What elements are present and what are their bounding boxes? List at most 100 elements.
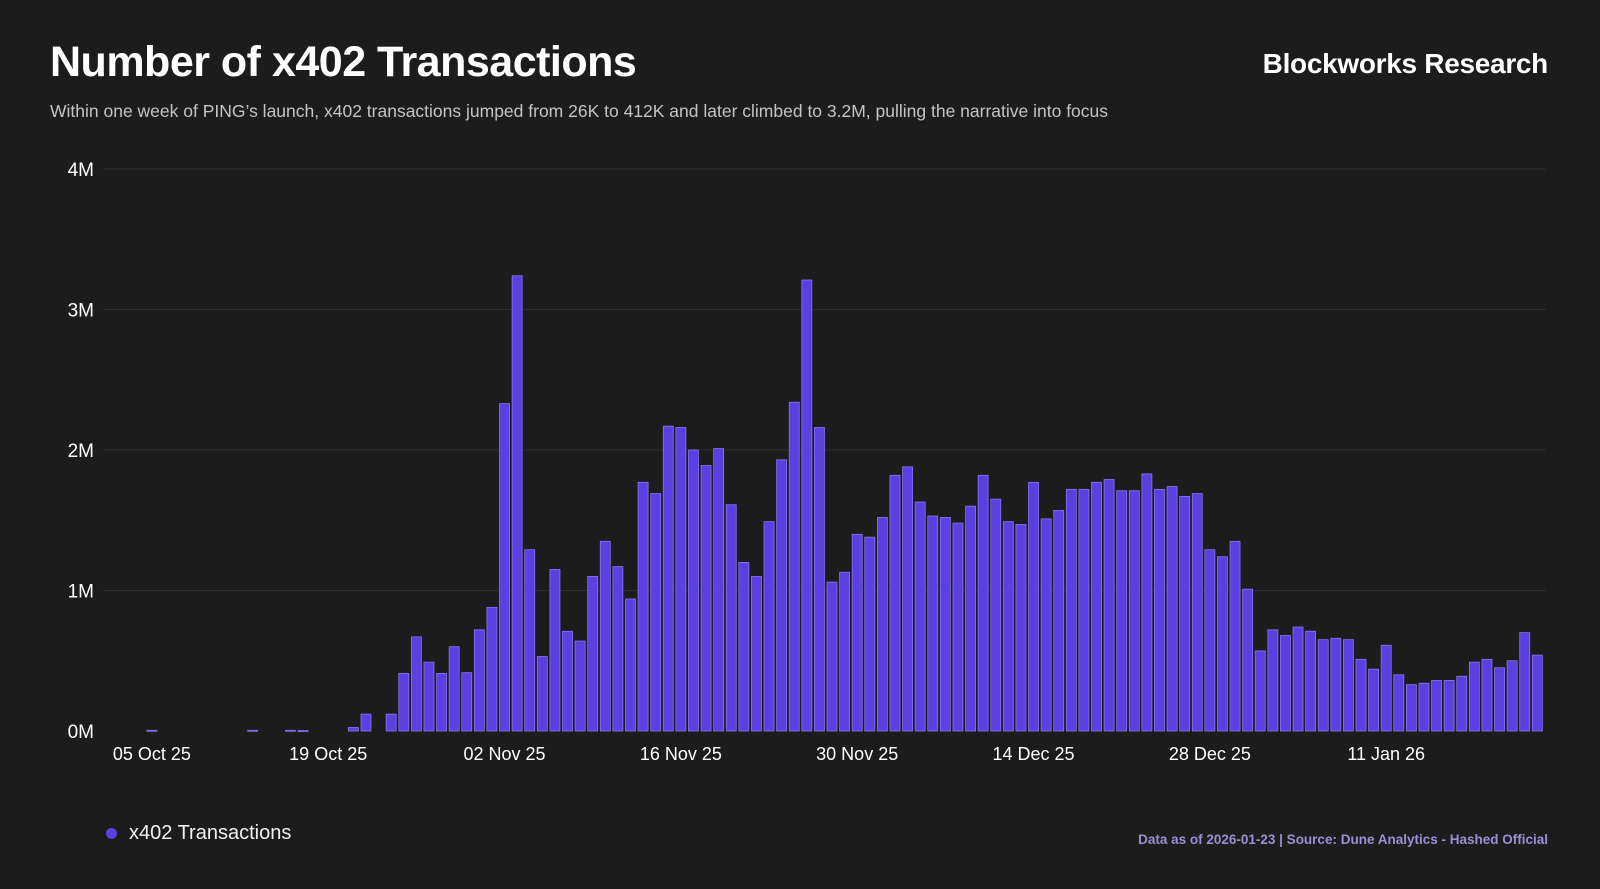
bar[interactable] — [965, 505, 976, 732]
bar[interactable] — [1305, 630, 1317, 732]
bar[interactable] — [1280, 635, 1291, 732]
bar[interactable] — [637, 481, 649, 732]
bar[interactable] — [562, 630, 573, 732]
bar[interactable] — [1431, 680, 1442, 732]
bar[interactable] — [423, 661, 435, 732]
x-tick-label: 05 Oct 25 — [113, 744, 191, 764]
bar[interactable] — [1015, 524, 1027, 732]
bar[interactable] — [1267, 629, 1279, 732]
bar[interactable] — [927, 515, 939, 732]
bar[interactable] — [1418, 682, 1430, 732]
bar[interactable] — [864, 536, 876, 732]
bar[interactable] — [700, 465, 712, 732]
bar[interactable] — [1292, 626, 1304, 732]
bar[interactable] — [1531, 654, 1543, 732]
bar[interactable] — [436, 672, 447, 732]
bar[interactable] — [839, 571, 851, 732]
bar[interactable] — [385, 713, 397, 732]
bar[interactable] — [499, 403, 510, 732]
bar[interactable] — [826, 581, 838, 732]
bar[interactable] — [1065, 488, 1077, 732]
bar[interactable] — [1468, 661, 1480, 732]
bar[interactable] — [360, 713, 372, 732]
bar[interactable] — [713, 448, 725, 732]
bar[interactable] — [977, 474, 989, 732]
bar[interactable] — [1217, 556, 1228, 732]
bar[interactable] — [1204, 549, 1216, 732]
bar[interactable] — [801, 279, 813, 732]
bar[interactable] — [738, 562, 750, 732]
bar[interactable] — [1166, 486, 1178, 732]
legend[interactable]: x402 Transactions — [106, 822, 291, 845]
bar[interactable] — [1355, 658, 1367, 732]
bar[interactable] — [1330, 637, 1342, 732]
bar[interactable] — [612, 566, 624, 732]
bar[interactable] — [889, 474, 901, 732]
bar[interactable] — [650, 493, 662, 732]
bar[interactable] — [1317, 639, 1329, 732]
bar[interactable] — [725, 504, 737, 732]
bar[interactable] — [876, 517, 888, 732]
bar[interactable] — [549, 569, 561, 732]
bar[interactable] — [536, 656, 548, 732]
bar[interactable] — [1494, 667, 1505, 732]
bar[interactable] — [1141, 473, 1153, 732]
bar[interactable] — [1519, 632, 1531, 732]
bar[interactable] — [1506, 660, 1518, 732]
bar[interactable] — [902, 466, 913, 732]
bar[interactable] — [511, 275, 523, 732]
bar[interactable] — [1078, 488, 1090, 732]
bar[interactable] — [1053, 510, 1065, 732]
bar[interactable] — [1456, 675, 1468, 732]
bar[interactable] — [1254, 650, 1266, 732]
bar[interactable] — [1229, 540, 1241, 732]
bar[interactable] — [285, 729, 296, 732]
bar[interactable] — [574, 640, 586, 732]
bar[interactable] — [1242, 588, 1254, 732]
bar[interactable] — [788, 401, 800, 732]
bar[interactable] — [599, 540, 611, 732]
bar[interactable] — [952, 522, 964, 732]
bar[interactable] — [1405, 684, 1417, 732]
bar[interactable] — [297, 730, 309, 732]
bar[interactable] — [1443, 680, 1455, 732]
bar[interactable] — [1343, 639, 1354, 732]
bar[interactable] — [763, 521, 775, 732]
bar[interactable] — [625, 598, 636, 732]
bar[interactable] — [1368, 668, 1379, 732]
bar[interactable] — [247, 729, 259, 732]
bar[interactable] — [675, 427, 687, 732]
bar[interactable] — [461, 672, 473, 732]
bar[interactable] — [851, 533, 863, 732]
bar[interactable] — [990, 498, 1002, 732]
bar[interactable] — [1116, 490, 1128, 732]
bar[interactable] — [1393, 674, 1405, 732]
bar[interactable] — [939, 517, 951, 732]
bar[interactable] — [1481, 658, 1493, 732]
bar[interactable] — [146, 729, 158, 732]
bar[interactable] — [410, 636, 422, 732]
bar[interactable] — [751, 576, 762, 732]
bar[interactable] — [398, 672, 410, 732]
bar[interactable] — [1179, 495, 1191, 732]
bar[interactable] — [1380, 644, 1392, 732]
bar[interactable] — [448, 646, 460, 732]
bar[interactable] — [587, 576, 599, 732]
bar[interactable] — [1028, 481, 1039, 732]
bar[interactable] — [688, 449, 699, 732]
bar[interactable] — [347, 727, 359, 732]
bar[interactable] — [473, 629, 485, 732]
bar[interactable] — [814, 427, 825, 732]
bar[interactable] — [1040, 518, 1052, 732]
bar[interactable] — [1091, 481, 1102, 732]
bar[interactable] — [914, 501, 926, 732]
bar[interactable] — [1128, 490, 1140, 732]
bar[interactable] — [662, 425, 674, 732]
bar[interactable] — [776, 459, 788, 732]
bar[interactable] — [486, 606, 498, 732]
bar[interactable] — [1103, 479, 1115, 732]
bar[interactable] — [1191, 493, 1203, 732]
bar[interactable] — [524, 549, 536, 732]
bar[interactable] — [1002, 521, 1014, 732]
bar[interactable] — [1154, 488, 1165, 732]
